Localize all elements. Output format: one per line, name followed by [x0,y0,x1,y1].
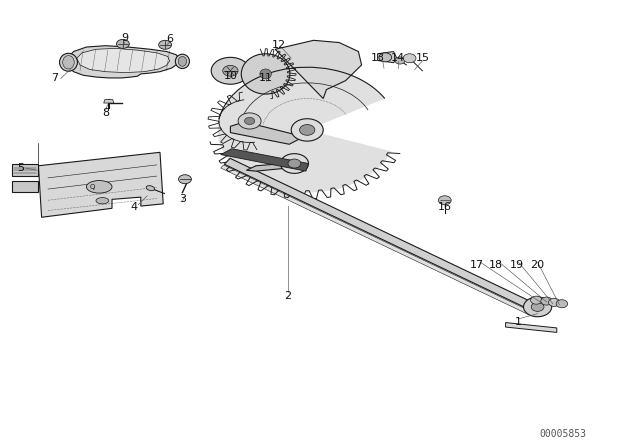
Text: 20: 20 [531,260,545,270]
Polygon shape [246,162,302,171]
Text: 4: 4 [131,202,138,212]
Text: 17: 17 [470,260,484,270]
Polygon shape [38,152,163,217]
Ellipse shape [86,181,112,193]
Polygon shape [275,40,362,99]
Text: 14: 14 [391,53,405,63]
Circle shape [179,175,191,184]
Circle shape [395,57,405,64]
Circle shape [531,296,542,304]
Ellipse shape [241,54,290,94]
Text: 11: 11 [259,73,273,83]
Text: 8: 8 [102,108,109,118]
Polygon shape [221,165,534,316]
Ellipse shape [63,56,74,69]
Circle shape [159,40,172,49]
Text: Q: Q [90,184,95,190]
Ellipse shape [178,56,187,66]
Ellipse shape [96,198,109,204]
Text: 00005853: 00005853 [540,429,587,439]
Circle shape [556,300,568,308]
Text: 9: 9 [121,33,129,43]
Text: 18: 18 [489,260,503,270]
Polygon shape [218,67,392,193]
Circle shape [223,65,238,76]
Circle shape [531,302,544,311]
Circle shape [280,154,308,173]
Text: 16: 16 [438,202,452,212]
Circle shape [403,54,416,63]
Polygon shape [67,46,179,78]
Text: 1: 1 [515,317,522,327]
Circle shape [211,57,250,84]
Ellipse shape [175,54,189,69]
Text: 13: 13 [371,53,385,63]
Text: 3: 3 [179,194,186,204]
Polygon shape [506,323,557,332]
Polygon shape [77,48,170,73]
Ellipse shape [146,185,155,191]
Text: 10: 10 [223,71,237,81]
Circle shape [238,113,261,129]
Text: 2: 2 [284,291,292,301]
Ellipse shape [260,69,271,79]
Circle shape [288,159,301,168]
Ellipse shape [60,53,77,71]
Text: 6: 6 [166,34,173,44]
Text: 5: 5 [17,163,24,173]
Circle shape [548,298,560,306]
Text: 15: 15 [415,53,429,63]
Circle shape [291,119,323,141]
Polygon shape [230,122,300,144]
Text: 19: 19 [510,260,524,270]
Circle shape [379,53,392,62]
Polygon shape [224,158,541,312]
Polygon shape [378,52,397,63]
Circle shape [116,39,129,48]
FancyBboxPatch shape [12,164,38,176]
Circle shape [541,297,552,305]
Circle shape [524,297,552,317]
Text: 7: 7 [51,73,58,83]
Circle shape [300,125,315,135]
Circle shape [244,117,255,125]
Polygon shape [104,99,114,103]
Text: 12: 12 [271,40,285,50]
Polygon shape [221,149,308,171]
Circle shape [438,196,451,205]
FancyBboxPatch shape [12,181,38,192]
